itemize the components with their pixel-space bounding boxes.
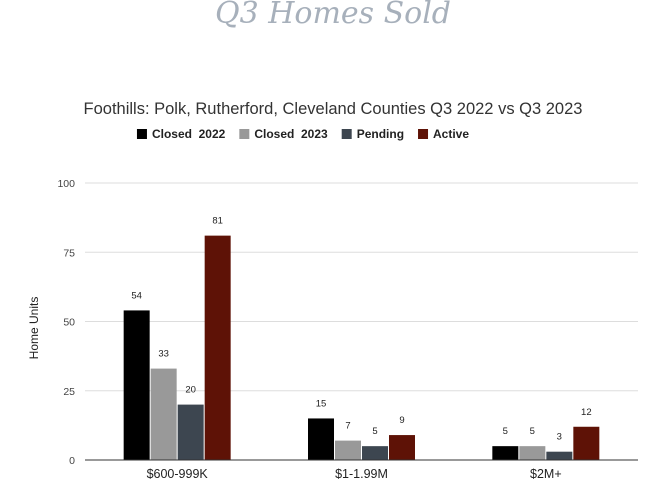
chart-legend: Closed 2022 Closed 2023 Pending Active: [136, 127, 469, 141]
x-axis-categories: $600-999K $1-1.99M $2M+: [147, 467, 562, 481]
bar-active-600-999k: [204, 235, 231, 460]
bar-closed-2022-1-1-99m: [308, 418, 334, 460]
legend-swatch-closed-2023: [239, 129, 250, 139]
data-label-pending-600-999k: 20: [185, 385, 196, 396]
data-label-pending-1-1-99m: 5: [372, 426, 377, 437]
legend-swatch-pending: [341, 129, 352, 139]
data-label-active-2m: 12: [581, 407, 592, 418]
legend-label-active: Active: [433, 127, 469, 141]
y-tick-label-50: 50: [63, 317, 75, 329]
data-label-active-600-999k: 81: [212, 216, 223, 227]
bar-pending-1-1-99m: [362, 446, 388, 460]
data-label-closed-2023-600-999k: 33: [158, 349, 169, 360]
y-axis-label: Home Units: [27, 297, 41, 360]
legend-label-closed-2023: Closed 2023: [254, 127, 328, 141]
bar-active-2m: [573, 426, 600, 460]
bar-closed-2022-600-999k: [123, 310, 150, 460]
gridlines: [85, 182, 638, 392]
y-tick-label-25: 25: [63, 386, 75, 398]
data-label-active-1-1-99m: 9: [399, 415, 404, 426]
data-labels: 54 33 20 81 15 7 5 9 5 5 3 12: [131, 216, 591, 443]
bar-closed-2023-2m: [519, 446, 546, 460]
data-label-closed-2023-2m: 5: [530, 426, 535, 437]
bar-pending-600-999k: [177, 404, 204, 460]
legend-label-pending: Pending: [357, 127, 404, 141]
y-tick-label-100: 100: [57, 178, 75, 190]
x-category-label-2m: $2M+: [530, 467, 562, 481]
data-label-closed-2023-1-1-99m: 7: [345, 421, 350, 432]
y-tick-label-75: 75: [63, 247, 75, 259]
bar-active-1-1-99m: [389, 435, 415, 460]
data-label-closed-2022-2m: 5: [503, 426, 508, 437]
page-heading: Q3 Homes Sold: [215, 0, 451, 31]
bar-closed-2023-600-999k: [150, 368, 177, 460]
bar-pending-2m: [546, 451, 573, 460]
data-label-closed-2022-1-1-99m: 15: [316, 398, 327, 409]
bar-closed-2023-1-1-99m: [335, 440, 361, 460]
chart-title: Foothills: Polk, Rutherford, Cleveland C…: [84, 100, 583, 118]
y-axis-ticks: 0 25 50 75 100: [57, 178, 75, 467]
y-tick-label-0: 0: [69, 455, 75, 467]
data-label-pending-2m: 3: [557, 432, 562, 443]
legend-swatch-active: [418, 129, 429, 139]
x-category-label-1-1-99m: $1-1.99M: [335, 467, 388, 481]
data-label-closed-2022-600-999k: 54: [131, 290, 142, 301]
legend-swatch-closed-2022: [136, 129, 147, 139]
bar-closed-2022-2m: [492, 446, 519, 460]
bar-series: [123, 235, 600, 460]
legend-label-closed-2022: Closed 2022: [152, 127, 226, 141]
x-category-label-600-999k: $600-999K: [147, 467, 209, 481]
